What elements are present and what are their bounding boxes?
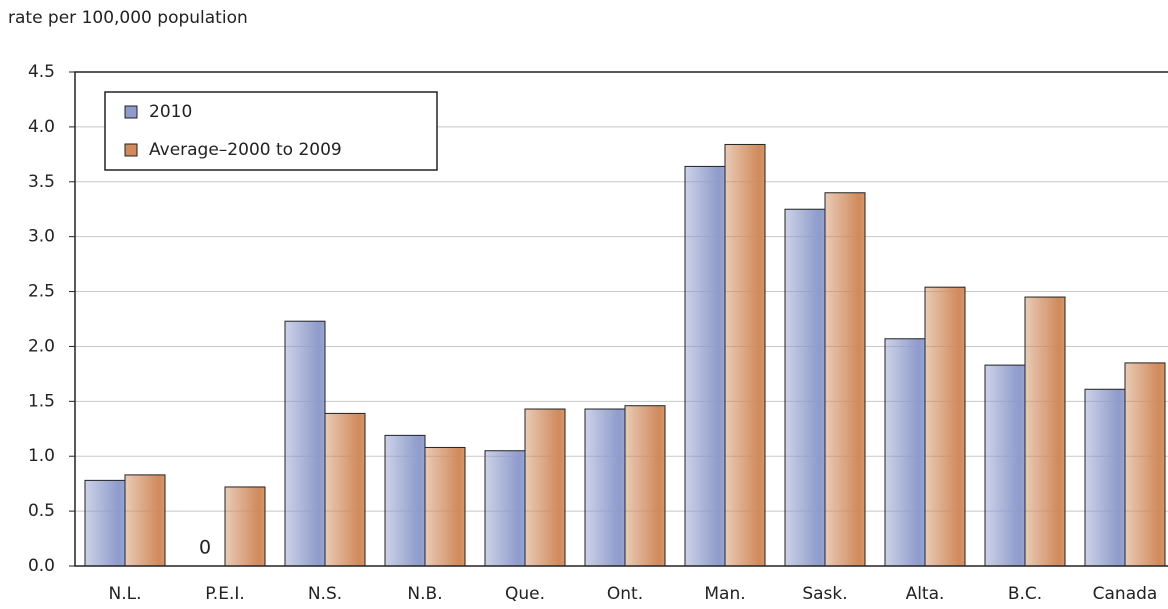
x-tick-label: Que. <box>505 584 545 604</box>
y-tick-label: 2.5 <box>28 282 55 302</box>
y-tick-label: 0.0 <box>28 556 55 576</box>
x-tick-label: N.L. <box>109 584 142 604</box>
bar <box>524 408 566 567</box>
bar <box>624 405 666 567</box>
bar <box>984 364 1026 567</box>
y-tick-label: 3.5 <box>28 172 55 192</box>
bar <box>784 208 826 567</box>
y-axis-label: rate per 100,000 population <box>8 8 248 28</box>
x-tick-label: P.E.I. <box>205 584 245 604</box>
bar <box>584 408 626 567</box>
bar <box>484 450 526 567</box>
y-tick-label: 3.0 <box>28 227 55 247</box>
y-tick-label: 2.0 <box>28 336 55 356</box>
x-tick-label: Sask. <box>802 584 847 604</box>
x-tick-label: B.C. <box>1008 584 1042 604</box>
y-tick-label: 1.0 <box>28 446 55 466</box>
legend-label: 2010 <box>149 102 192 122</box>
bar <box>684 165 726 567</box>
x-tick-label: N.B. <box>407 584 442 604</box>
y-tick-label: 4.5 <box>28 62 55 82</box>
y-tick-label: 4.0 <box>28 117 55 137</box>
bar <box>824 192 866 567</box>
legend-box <box>104 91 438 171</box>
plot-frame <box>74 71 1168 567</box>
bar <box>424 446 466 567</box>
x-tick-label: Ont. <box>607 584 643 604</box>
bar <box>1124 362 1166 567</box>
bar <box>924 286 966 567</box>
bar <box>124 474 166 567</box>
bar <box>284 320 326 567</box>
data-label: 0 <box>199 537 211 559</box>
x-tick-label: Alta. <box>906 584 945 604</box>
bar <box>84 479 126 567</box>
bar <box>1084 388 1126 567</box>
bar <box>224 486 266 567</box>
x-tick-label: Man. <box>704 584 745 604</box>
bar <box>384 434 426 567</box>
legend-swatch <box>124 143 138 157</box>
legend-swatch <box>124 105 138 119</box>
bar <box>1024 296 1066 567</box>
legend-label: Average–2000 to 2009 <box>149 140 342 160</box>
x-tick-label: Canada <box>1093 584 1158 604</box>
bar <box>884 338 926 567</box>
bar <box>324 412 366 567</box>
y-tick-label: 1.5 <box>28 391 55 411</box>
y-tick-label: 0.5 <box>28 501 55 521</box>
bar <box>724 143 766 567</box>
x-tick-label: N.S. <box>308 584 342 604</box>
